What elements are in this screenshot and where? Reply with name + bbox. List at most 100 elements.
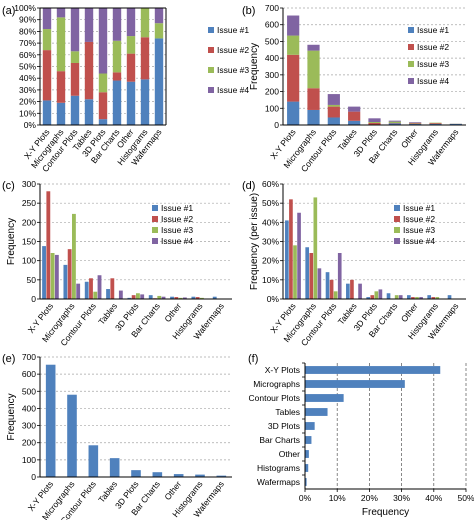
bar-contour-plots-issue-4	[337, 253, 342, 299]
y-tick-label: 100%	[14, 3, 36, 13]
y-axis-title: Frequency	[249, 43, 260, 90]
bar-other-issue-4	[419, 297, 423, 299]
bar-other-issue-3	[415, 297, 419, 299]
legend-swatch-issue-2	[208, 47, 214, 53]
legend-label-issue-2: Issue #2	[417, 42, 449, 52]
bar-3d-plots-issue-1	[98, 119, 108, 125]
bar-contour-plots-issue-1	[325, 272, 330, 299]
bar-bar-charts-issue-4	[161, 296, 166, 299]
legend-label-issue-3: Issue #3	[161, 225, 193, 235]
bar-x-y-plots-issue-3	[287, 35, 300, 55]
bar-contour-plots-issue-2	[70, 62, 80, 96]
bar-3d-plots-issue-4	[98, 8, 108, 74]
bar-x-y-plots-issue-2	[289, 199, 293, 299]
panel-label: (a)	[2, 5, 15, 17]
bar-other-issue-4	[409, 122, 422, 123]
bar-other-issue-2	[174, 297, 179, 299]
legend-label-issue-2: Issue #2	[161, 214, 193, 224]
bar-3d-plots-issue-3	[136, 293, 140, 299]
y-tick-label: 300	[22, 179, 36, 189]
bar-contour-plots-issue-2	[329, 279, 334, 299]
bar-micrographs-issue-3	[307, 50, 320, 89]
legend-swatch-issue-4	[394, 238, 400, 244]
y-tick-label: 40%	[19, 73, 36, 83]
bar-micrographs-issue-2	[56, 71, 66, 103]
legend-swatch-issue-2	[394, 216, 400, 222]
bar-histograms-issue-3	[140, 8, 150, 38]
bar-other	[305, 450, 309, 458]
panel-a: (a)0%10%20%30%40%50%60%70%80%90%100%X-Y …	[2, 3, 249, 174]
y-tick-label: 20%	[19, 97, 36, 107]
y-tick-label: 50	[27, 275, 37, 285]
bar-tables-issue-4	[348, 106, 361, 112]
bar-wafermaps-issue-3	[154, 23, 164, 39]
bar-tables-issue-1	[84, 99, 94, 125]
category-label-wafermaps: Wafermaps	[257, 477, 300, 487]
bar-contour-plots	[305, 394, 344, 402]
y-tick-label: 500	[265, 36, 279, 46]
y-tick-label: 100	[265, 103, 279, 113]
bar-contour-plots	[88, 445, 99, 477]
bar-x-y-plots-issue-4	[297, 212, 301, 299]
bar-contour-plots-issue-3	[333, 291, 338, 299]
y-tick-label: 300	[265, 70, 279, 80]
bar-micrographs-issue-4	[76, 283, 81, 299]
bar-x-y-plots-issue-2	[287, 54, 300, 102]
y-tick-label: 50%	[19, 62, 36, 72]
y-axis-title: Frequency	[6, 393, 17, 440]
bar-x-y-plots-issue-1	[42, 246, 46, 299]
y-tick-label: 100	[22, 256, 36, 266]
bar-x-y-plots	[45, 364, 56, 477]
panel-f: (f) 0% 10% 20% 30% 40% 50% X-Y Plots Micrographs…	[248, 353, 474, 518]
y-axis-title: Frequency (per issue)	[249, 193, 260, 290]
bar-bar-charts-issue-1	[388, 123, 401, 125]
bar-contour-plots-issue-4	[327, 94, 340, 105]
bar-3d-plots-issue-1	[127, 297, 132, 299]
panel-d: (d)0%10%20%30%40%50%60%X-Y PlotsMicrogra…	[242, 179, 466, 348]
bar-x-y-plots-issue-4	[54, 254, 59, 299]
bar-bar-charts-issue-4	[112, 8, 122, 41]
bar-bar-charts	[305, 436, 312, 444]
y-tick-label: 300	[22, 421, 36, 431]
bar-micrographs-issue-3	[313, 197, 318, 299]
bar-micrographs-issue-1	[307, 109, 320, 125]
y-tick-label: 250	[22, 198, 36, 208]
legend-swatch-issue-2	[408, 44, 414, 50]
y-tick-label: 0	[274, 120, 279, 130]
category-label-micrographs: Micrographs	[253, 379, 300, 389]
bar-contour-plots-issue-3	[93, 291, 98, 299]
x-tick-label: 0%	[299, 493, 312, 503]
bar-x-y-plots-issue-2	[46, 191, 51, 299]
bar-micrographs	[305, 380, 405, 388]
y-tick-label: 90%	[19, 15, 36, 25]
bar-micrographs-issue-4	[317, 268, 322, 299]
legend-swatch-issue-1	[208, 27, 214, 33]
bar-3d-plots	[131, 470, 141, 477]
bar-bar-charts-issue-3	[112, 40, 122, 73]
y-tick-label: 400	[22, 403, 36, 413]
bar-other-issue-2	[409, 123, 422, 124]
bar-histograms-issue-3	[429, 122, 442, 124]
y-tick-label: 150	[22, 237, 36, 247]
bar-bar-charts-issue-1	[386, 293, 391, 299]
panel-label: (f)	[248, 353, 258, 365]
panel-label: (e)	[2, 353, 15, 365]
y-tick-label: 80%	[19, 26, 36, 36]
y-tick-label: 70%	[19, 38, 36, 48]
legend-swatch-issue-1	[152, 205, 158, 211]
legend-label-issue-3: Issue #3	[417, 59, 449, 69]
category-label-histograms: Histograms	[257, 463, 300, 473]
bar-other-issue-3	[178, 297, 183, 299]
category-label-other: Other	[279, 449, 300, 459]
bar-bar-charts-issue-3	[157, 295, 162, 299]
legend-swatch-issue-2	[152, 216, 158, 222]
bar-histograms-issue-3	[435, 297, 440, 299]
y-tick-label: 50%	[262, 198, 279, 208]
bar-3d-plots-issue-3	[98, 73, 108, 93]
legend-label-issue-4: Issue #4	[403, 236, 435, 246]
bar-other-issue-3	[126, 36, 136, 54]
x-tick-label: 50%	[457, 493, 474, 503]
bar-contour-plots-issue-1	[84, 281, 89, 299]
y-tick-label: 10%	[262, 275, 279, 285]
y-tick-label: 0%	[267, 294, 280, 304]
